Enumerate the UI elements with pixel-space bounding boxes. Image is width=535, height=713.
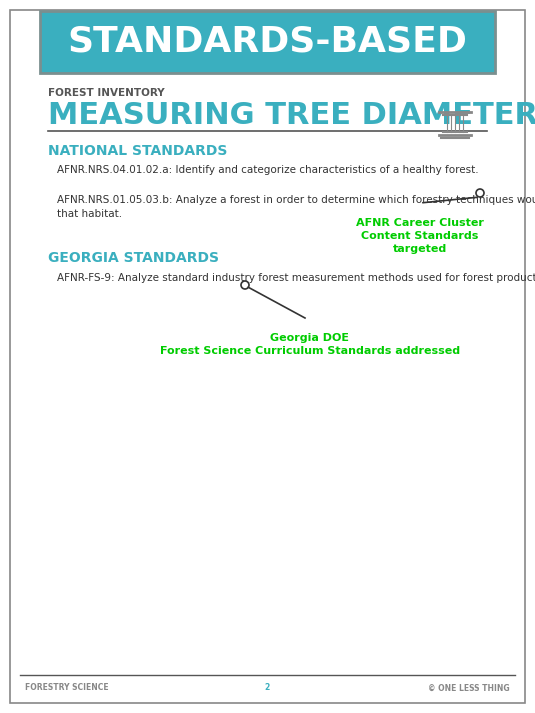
FancyBboxPatch shape (40, 11, 495, 73)
Text: FORESTRY SCIENCE: FORESTRY SCIENCE (25, 684, 109, 692)
Text: AFNR.NRS.04.01.02.a: Identify and categorize characteristics of a healthy forest: AFNR.NRS.04.01.02.a: Identify and catego… (57, 165, 479, 175)
Text: AFNR.NRS.01.05.03.b: Analyze a forest in order to determine which forestry techn: AFNR.NRS.01.05.03.b: Analyze a forest in… (57, 195, 535, 219)
Text: © ONE LESS THING: © ONE LESS THING (429, 684, 510, 692)
Text: 2: 2 (264, 684, 270, 692)
Text: AFNR Career Cluster
Content Standards
targeted: AFNR Career Cluster Content Standards ta… (356, 218, 484, 255)
FancyBboxPatch shape (10, 10, 525, 703)
Text: STANDARDS-BASED: STANDARDS-BASED (67, 25, 467, 59)
Text: FOREST INVENTORY: FOREST INVENTORY (48, 88, 165, 98)
Text: MEASURING TREE DIAMETER: MEASURING TREE DIAMETER (48, 101, 535, 130)
Text: AFNR-FS-9: Analyze standard industry forest measurement methods used for forest : AFNR-FS-9: Analyze standard industry for… (57, 273, 535, 283)
Text: NATIONAL STANDARDS: NATIONAL STANDARDS (48, 144, 227, 158)
Text: Georgia DOE
Forest Science Curriculum Standards addressed: Georgia DOE Forest Science Curriculum St… (160, 333, 460, 356)
Text: GEORGIA STANDARDS: GEORGIA STANDARDS (48, 251, 219, 265)
